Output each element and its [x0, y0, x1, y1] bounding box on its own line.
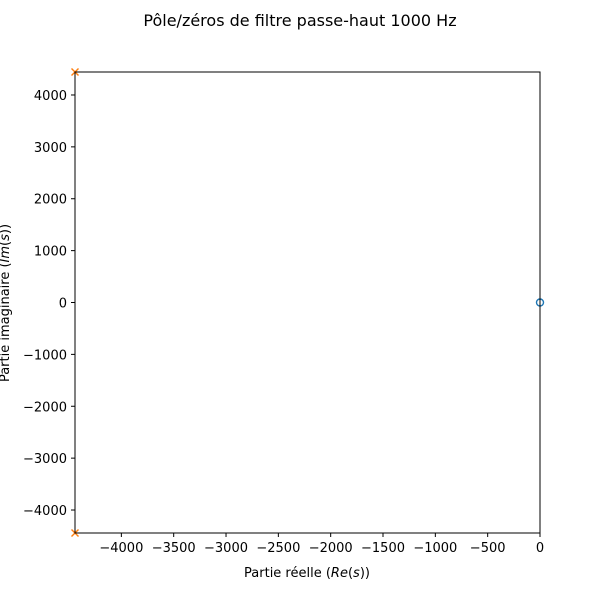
y-axis-label: Partie imaginaire (Im(s)): [0, 224, 13, 382]
x-tick-label: −3000: [204, 541, 248, 556]
y-tick-label: −2000: [23, 400, 67, 415]
y-tick-label: 2000: [34, 193, 67, 208]
x-tick-label: −4000: [99, 541, 143, 556]
y-axis-ticks: 4000 3000 2000 1000 0 −1000 −2000 −3000 −4000: [23, 89, 75, 519]
x-tick-label: −3500: [152, 541, 196, 556]
x-axis-ticks: −4000 −3500 −3000 −2500 −2000 −1500 −1000 −500 0: [99, 533, 544, 556]
data-marks: [71, 68, 545, 537]
x-tick-label: 0: [536, 541, 544, 556]
x-axis-label: Partie réelle (Re(s)): [244, 566, 370, 581]
y-tick-label: −4000: [23, 504, 67, 519]
x-tick-label: −1500: [361, 541, 405, 556]
y-tick-label: 4000: [34, 89, 67, 104]
x-tick-label: −2000: [309, 541, 353, 556]
x-tick-label: −2500: [256, 541, 300, 556]
y-tick-label: 0: [59, 297, 67, 312]
chart-title: Pôle/zéros de filtre passe-haut 1000 Hz: [143, 11, 456, 30]
x-tick-label: −500: [470, 541, 506, 556]
y-tick-label: 3000: [34, 141, 67, 156]
y-tick-label: −1000: [23, 348, 67, 363]
plot-area-frame: [74, 71, 541, 534]
x-tick-label: −1000: [413, 541, 457, 556]
y-tick-label: 1000: [34, 245, 67, 260]
y-tick-label: −3000: [23, 452, 67, 467]
